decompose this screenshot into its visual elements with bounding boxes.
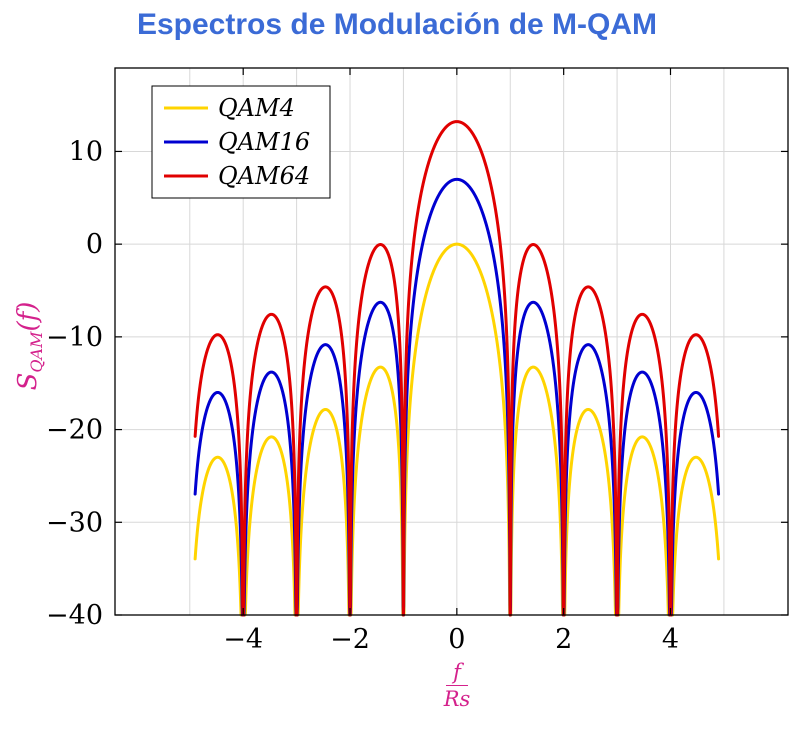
series-curve-QAM4 <box>193 242 721 617</box>
legend: QAM4 QAM16 QAM64 <box>151 85 331 199</box>
y-label-sub: QAM <box>27 331 47 373</box>
plot-frame <box>114 67 789 616</box>
y-tick-label: −40 <box>46 600 103 631</box>
legend-item-QAM64: QAM64 <box>164 162 310 190</box>
legend-label-QAM4: QAM4 <box>218 94 295 122</box>
x-tick-label: −4 <box>223 624 263 655</box>
x-tick-label: 0 <box>448 624 465 655</box>
x-axis-label: f Rs <box>412 660 502 711</box>
legend-item-QAM16: QAM16 <box>164 128 310 156</box>
y-label-rest: (f) <box>13 301 43 332</box>
chart-title: Espectros de Modulación de M-QAM <box>136 8 658 41</box>
legend-item-QAM4: QAM4 <box>164 94 295 122</box>
series-curve-QAM64 <box>193 120 721 617</box>
x-label-numerator: f <box>446 660 468 687</box>
x-tick-label: 4 <box>662 624 679 655</box>
legend-label-QAM64: QAM64 <box>218 162 310 190</box>
y-tick-label: −30 <box>46 507 103 538</box>
legend-label-QAM16: QAM16 <box>218 128 310 156</box>
y-axis-label: SQAM(f) <box>13 281 53 411</box>
x-label-denominator: Rs <box>443 687 471 712</box>
y-tick-label: −20 <box>46 415 103 446</box>
axis-ticks <box>115 68 788 616</box>
y-label-main: S <box>13 372 43 391</box>
x-tick-label: −2 <box>330 624 370 655</box>
x-tick-label: 2 <box>555 624 572 655</box>
y-tick-label: 10 <box>69 136 103 167</box>
y-tick-label: −10 <box>46 322 103 353</box>
series-curve-QAM16 <box>193 177 721 617</box>
y-tick-label: 0 <box>86 229 103 260</box>
